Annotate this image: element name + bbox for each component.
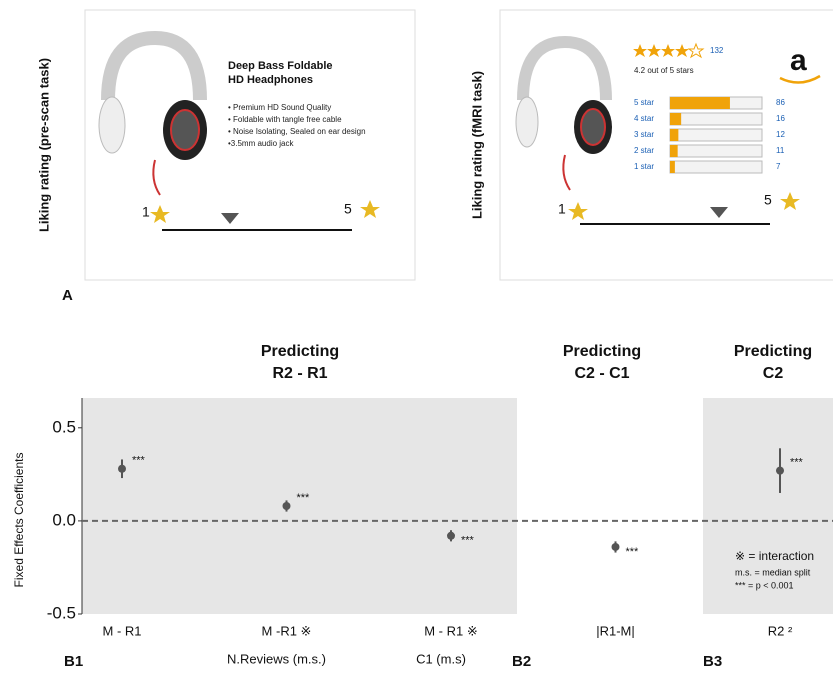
panel-label: B1 <box>64 653 83 670</box>
point <box>118 464 126 473</box>
bar <box>670 161 675 173</box>
bar <box>670 97 730 109</box>
note: ※ = interaction <box>735 549 814 563</box>
group-title: Predicting <box>563 343 641 360</box>
panel-label: B2 <box>512 653 531 670</box>
x-tick-label: R2 ² <box>768 623 793 638</box>
group-title: R2 - R1 <box>272 365 327 382</box>
star <box>780 192 800 210</box>
x-tick-label: M - R1 ※ <box>424 623 478 638</box>
card <box>499 9 833 281</box>
group-title: Predicting <box>734 343 812 360</box>
note: *** = p < 0.001 <box>735 580 794 590</box>
star <box>150 205 170 223</box>
row-label: 5 star <box>634 98 654 107</box>
y-tick-label: 0.5 <box>52 417 76 436</box>
scale-min: 1 <box>142 204 150 220</box>
panel-label: A <box>62 287 73 304</box>
headphones <box>98 30 207 196</box>
y-tick-label: 0.0 <box>52 510 76 529</box>
row-count: 7 <box>776 162 781 171</box>
bullet: • Premium HD Sound Quality <box>228 103 331 112</box>
bar <box>670 129 679 141</box>
point <box>776 466 784 475</box>
row-count: 16 <box>776 114 785 123</box>
scale-max: 5 <box>344 201 352 217</box>
y-axis-label: Fixed Effects Coefficients <box>12 453 26 588</box>
row-label: 4 star <box>634 114 654 123</box>
group-title: C2 <box>763 365 784 382</box>
y-label: Liking rating (fMRI task) <box>469 71 484 219</box>
row-count: 86 <box>776 98 785 107</box>
row-label: 3 star <box>634 130 654 139</box>
point <box>447 531 455 540</box>
significance: *** <box>461 535 475 547</box>
track <box>669 160 763 174</box>
product-title: Deep Bass Foldable <box>228 60 333 72</box>
review-count: 132 <box>710 46 724 55</box>
shaded-region <box>703 398 833 614</box>
star <box>568 202 588 220</box>
average: 4.2 out of 5 stars <box>634 66 694 75</box>
headphones <box>515 35 612 191</box>
row-count: 12 <box>776 130 785 139</box>
y-label: Liking rating (pre-scan task) <box>36 58 51 232</box>
bullet: • Noise Isolating, Sealed on ear design <box>228 127 366 136</box>
rating-stars <box>633 42 705 59</box>
note: m.s. = median split <box>735 567 811 577</box>
product-title: HD Headphones <box>228 74 313 86</box>
bullet: •3.5mm audio jack <box>228 139 294 148</box>
row-label: 2 star <box>634 146 654 155</box>
row-count: 11 <box>776 146 785 155</box>
significance: *** <box>132 455 146 467</box>
track <box>669 128 763 142</box>
logo: a <box>790 44 807 77</box>
row-label: 1 star <box>634 162 654 171</box>
point <box>611 542 620 551</box>
x-tick-label: |R1-M| <box>596 623 635 638</box>
shaded-region <box>82 398 517 614</box>
bar <box>670 145 678 157</box>
y-tick-label: -0.5 <box>47 603 76 622</box>
significance: *** <box>790 457 804 469</box>
point <box>282 502 291 510</box>
bullet: • Foldable with tangle free cable <box>228 115 342 124</box>
significance: *** <box>297 492 311 504</box>
group-title: Predicting <box>261 343 339 360</box>
cursor <box>221 213 239 224</box>
scale-min: 1 <box>558 201 566 217</box>
track <box>669 144 763 158</box>
significance: *** <box>626 546 640 558</box>
scale-max: 5 <box>764 192 772 208</box>
bar <box>670 113 682 125</box>
panel-label: B3 <box>703 653 722 670</box>
cursor <box>710 207 728 218</box>
x-tick-label: M -R1 ※ <box>262 623 312 638</box>
star <box>360 200 380 218</box>
card <box>84 9 416 281</box>
x-sublabel: N.Reviews (m.s.) <box>227 651 326 666</box>
x-tick-label: M - R1 <box>103 623 142 638</box>
logo-smile <box>779 74 821 84</box>
x-sublabel: C1 (m.s) <box>416 651 466 666</box>
track <box>669 112 763 126</box>
group-title: C2 - C1 <box>574 365 629 382</box>
